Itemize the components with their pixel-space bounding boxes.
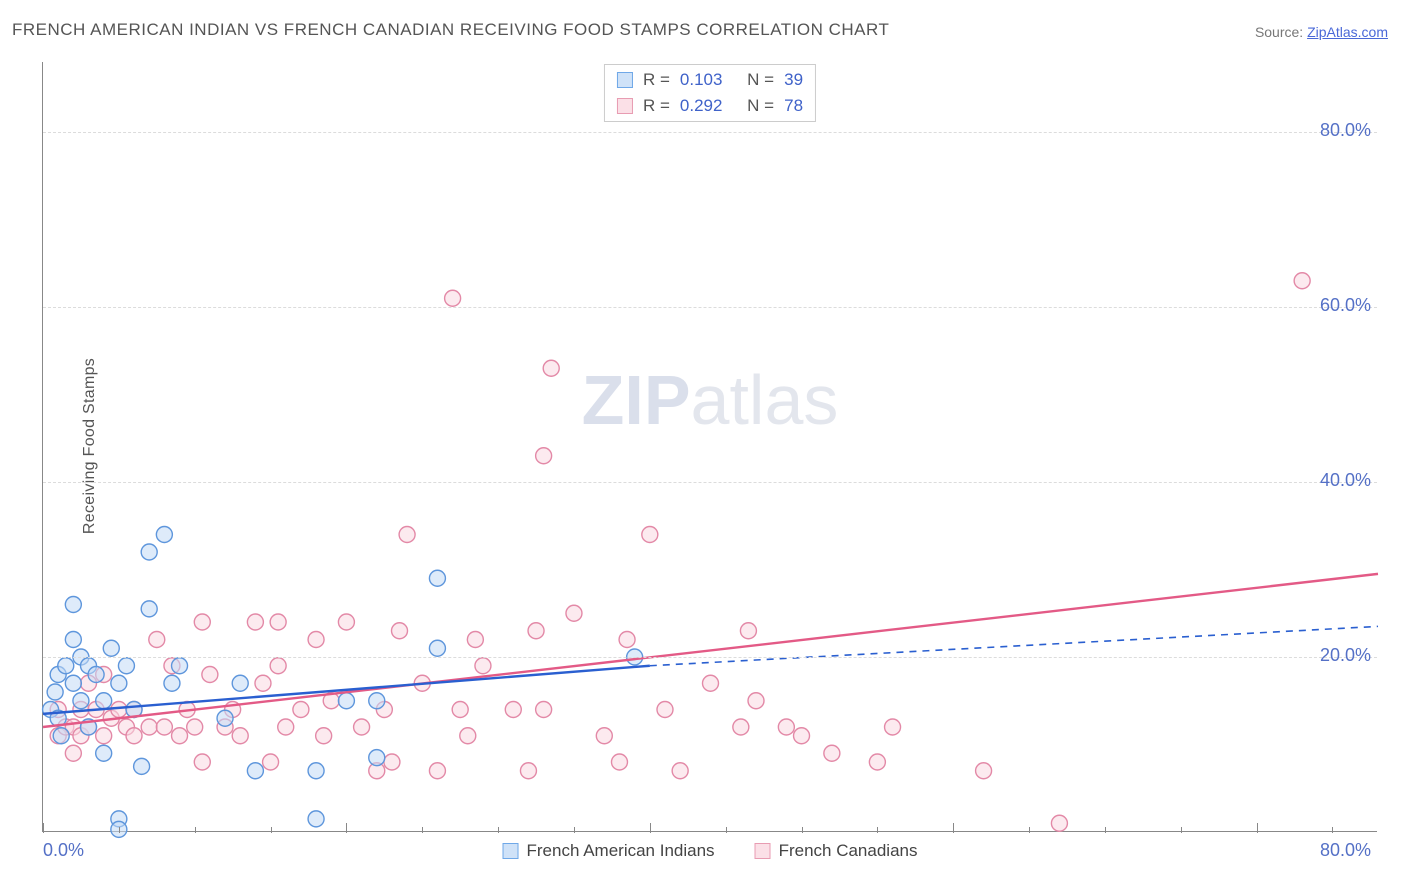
x-tick-major	[953, 823, 954, 833]
source-link[interactable]: ZipAtlas.com	[1307, 24, 1388, 40]
x-tick-minor	[271, 827, 272, 833]
x-tick-minor	[1181, 827, 1182, 833]
gridline	[43, 482, 1377, 483]
x-tick-minor	[877, 827, 878, 833]
x-tick-minor	[1332, 827, 1333, 833]
plot-area: ZIPatlas R = 0.103 N = 39 R = 0.292 N = …	[42, 62, 1377, 832]
scatter-plot	[43, 62, 1377, 831]
gridline	[43, 132, 1377, 133]
x-tick-minor	[1105, 827, 1106, 833]
x-tick-major	[1257, 823, 1258, 833]
gridline	[43, 657, 1377, 658]
legend-item-2: French Canadians	[755, 841, 918, 861]
x-tick-minor	[195, 827, 196, 833]
source-attribution: Source: ZipAtlas.com	[1255, 24, 1388, 40]
x-tick-minor	[498, 827, 499, 833]
legend-swatch-pink-icon	[755, 843, 771, 859]
chart-title: FRENCH AMERICAN INDIAN VS FRENCH CANADIA…	[12, 20, 889, 40]
x-tick-major	[650, 823, 651, 833]
legend-label-2: French Canadians	[779, 841, 918, 861]
x-axis-start-label: 0.0%	[43, 840, 84, 861]
y-tick-label: 60.0%	[1291, 295, 1371, 316]
x-tick-major	[43, 823, 44, 833]
y-tick-label: 80.0%	[1291, 120, 1371, 141]
x-tick-minor	[802, 827, 803, 833]
x-tick-minor	[119, 827, 120, 833]
gridline	[43, 307, 1377, 308]
source-prefix: Source:	[1255, 24, 1307, 40]
x-tick-minor	[574, 827, 575, 833]
x-tick-minor	[1029, 827, 1030, 833]
x-tick-minor	[422, 827, 423, 833]
x-axis-end-label: 80.0%	[1320, 840, 1371, 861]
legend-label-1: French American Indians	[527, 841, 715, 861]
legend-swatch-blue-icon	[503, 843, 519, 859]
y-tick-label: 40.0%	[1291, 470, 1371, 491]
x-tick-major	[346, 823, 347, 833]
x-tick-minor	[726, 827, 727, 833]
y-tick-label: 20.0%	[1291, 645, 1371, 666]
bottom-legend: French American Indians French Canadians	[503, 841, 918, 861]
legend-item-1: French American Indians	[503, 841, 715, 861]
